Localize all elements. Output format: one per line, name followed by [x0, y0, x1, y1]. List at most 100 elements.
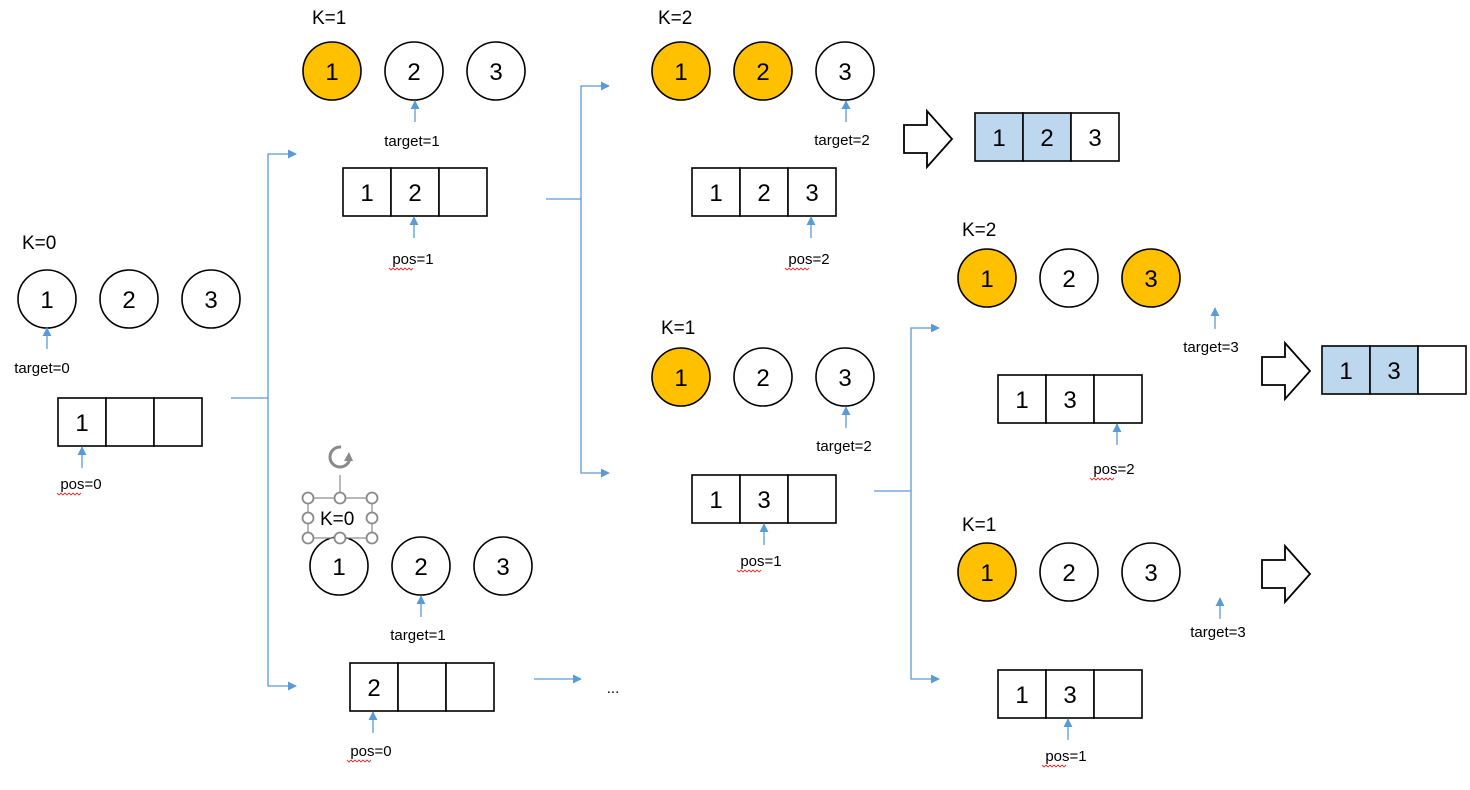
resize-handle[interactable] [335, 493, 346, 504]
target-label: target=0 [14, 360, 69, 377]
circle-number: 3 [204, 287, 217, 314]
k-label: K=2 [658, 8, 692, 29]
circle-number: 1 [325, 59, 338, 86]
spellcheck-underline [1042, 765, 1066, 767]
target-label: target=2 [814, 132, 869, 149]
array-cell [398, 663, 446, 711]
resize-handle[interactable] [335, 533, 346, 544]
array-cell-value: 3 [805, 180, 818, 207]
result-cell-value: 2 [1040, 125, 1053, 152]
circle-number: 3 [838, 59, 851, 86]
resize-handle[interactable] [367, 533, 378, 544]
pos-label: pos=1 [740, 553, 781, 570]
connector-branch [268, 154, 296, 398]
k-label: K=0 [320, 509, 354, 530]
array-cell-value: 3 [757, 487, 770, 514]
array-cell-value: 1 [709, 487, 722, 514]
pos-label: pos=0 [350, 743, 391, 760]
connector-branch [581, 86, 609, 199]
circle-number: 3 [838, 365, 851, 392]
state-node-5: K=2 1 2 3 target=3 1 3 pos=2 [958, 220, 1239, 480]
k-label: K=0 [22, 233, 56, 254]
k-label: K=2 [962, 220, 996, 241]
k-label: K=1 [661, 318, 695, 339]
ellipsis-text: ... [607, 680, 620, 697]
state-node-3: K=2 1 2 3 target=2 1 2 3 pos=2 [652, 8, 874, 270]
circle-number: 3 [1144, 266, 1157, 293]
result-cell-value: 3 [1088, 125, 1101, 152]
circle-number: 1 [332, 554, 345, 581]
result-arrow [1262, 546, 1310, 602]
result-array-0: 1 2 3 [975, 113, 1119, 161]
array-cell [1094, 670, 1142, 718]
result-cell-value: 1 [1339, 358, 1352, 385]
array-cell-value: 1 [360, 180, 373, 207]
array-cell [106, 398, 154, 446]
circle-number: 1 [674, 59, 687, 86]
circle-number: 3 [496, 554, 509, 581]
spellcheck-underline [785, 268, 809, 270]
circle-number: 2 [1062, 266, 1075, 293]
circle-number: 1 [674, 365, 687, 392]
resize-handle[interactable] [303, 533, 314, 544]
array-cell [1094, 375, 1142, 423]
circle-number: 2 [1062, 560, 1075, 587]
array-cell [788, 475, 836, 523]
array-cell [446, 663, 494, 711]
array-cell-value: 1 [709, 180, 722, 207]
connector-branch [581, 199, 609, 473]
connector-branch [911, 328, 939, 491]
state-node-4: K=11 2 3target=21 3pos=1 [652, 318, 874, 572]
state-node-0: K=0 1 2 3 target=0 1 pos=0 [14, 233, 240, 495]
array-cell-value: 1 [75, 410, 88, 437]
pos-label: pos=1 [1045, 748, 1086, 765]
k-label: K=1 [962, 515, 996, 536]
spellcheck-underline [737, 570, 761, 572]
target-label: target=1 [384, 133, 439, 150]
spellcheck-underline [1090, 478, 1114, 480]
target-label: target=2 [816, 438, 871, 455]
resize-handle[interactable] [367, 493, 378, 504]
array-cell [439, 168, 487, 216]
spellcheck-underline [347, 760, 371, 762]
state-node-6: K=1 1 2 3 target=3 1 3 pos=1 [958, 515, 1246, 767]
target-label: target=1 [390, 627, 445, 644]
spellcheck-underline [57, 493, 81, 495]
circle-number: 2 [414, 554, 427, 581]
circle-number: 1 [40, 287, 53, 314]
result-arrow [904, 111, 952, 167]
pos-label: pos=2 [788, 251, 829, 268]
array-cell-value: 1 [1015, 387, 1028, 414]
array-cell [154, 398, 202, 446]
array-cell-value: 1 [1015, 682, 1028, 709]
array-cell-value: 3 [1063, 682, 1076, 709]
target-label: target=3 [1183, 339, 1238, 356]
array-cell-value: 2 [757, 180, 770, 207]
pos-label: pos=0 [60, 476, 101, 493]
resize-handle[interactable] [303, 493, 314, 504]
resize-handle[interactable] [303, 513, 314, 524]
pos-label: pos=2 [1093, 461, 1134, 478]
k-label: K=1 [312, 8, 346, 29]
pos-label: pos=1 [392, 251, 433, 268]
connector-branch [268, 398, 296, 686]
circle-number: 2 [407, 59, 420, 86]
circle-number: 2 [756, 59, 769, 86]
circle-number: 2 [122, 287, 135, 314]
array-cell-value: 2 [408, 180, 421, 207]
result-cell-value: 3 [1387, 358, 1400, 385]
result-arrow [1262, 343, 1310, 399]
rotate-handle-arrowhead [344, 452, 353, 461]
target-label: target=3 [1190, 624, 1245, 641]
result-cell [1418, 346, 1466, 394]
result-cell-value: 1 [992, 125, 1005, 152]
connector-branch [911, 491, 939, 679]
spellcheck-underline [389, 268, 413, 270]
circle-number: 1 [980, 560, 993, 587]
state-node-1: K=1 1 2 3 target=1 1 2 pos=1 [303, 8, 525, 270]
circle-number: 1 [980, 266, 993, 293]
resize-handle[interactable] [367, 513, 378, 524]
circle-number: 3 [1144, 560, 1157, 587]
